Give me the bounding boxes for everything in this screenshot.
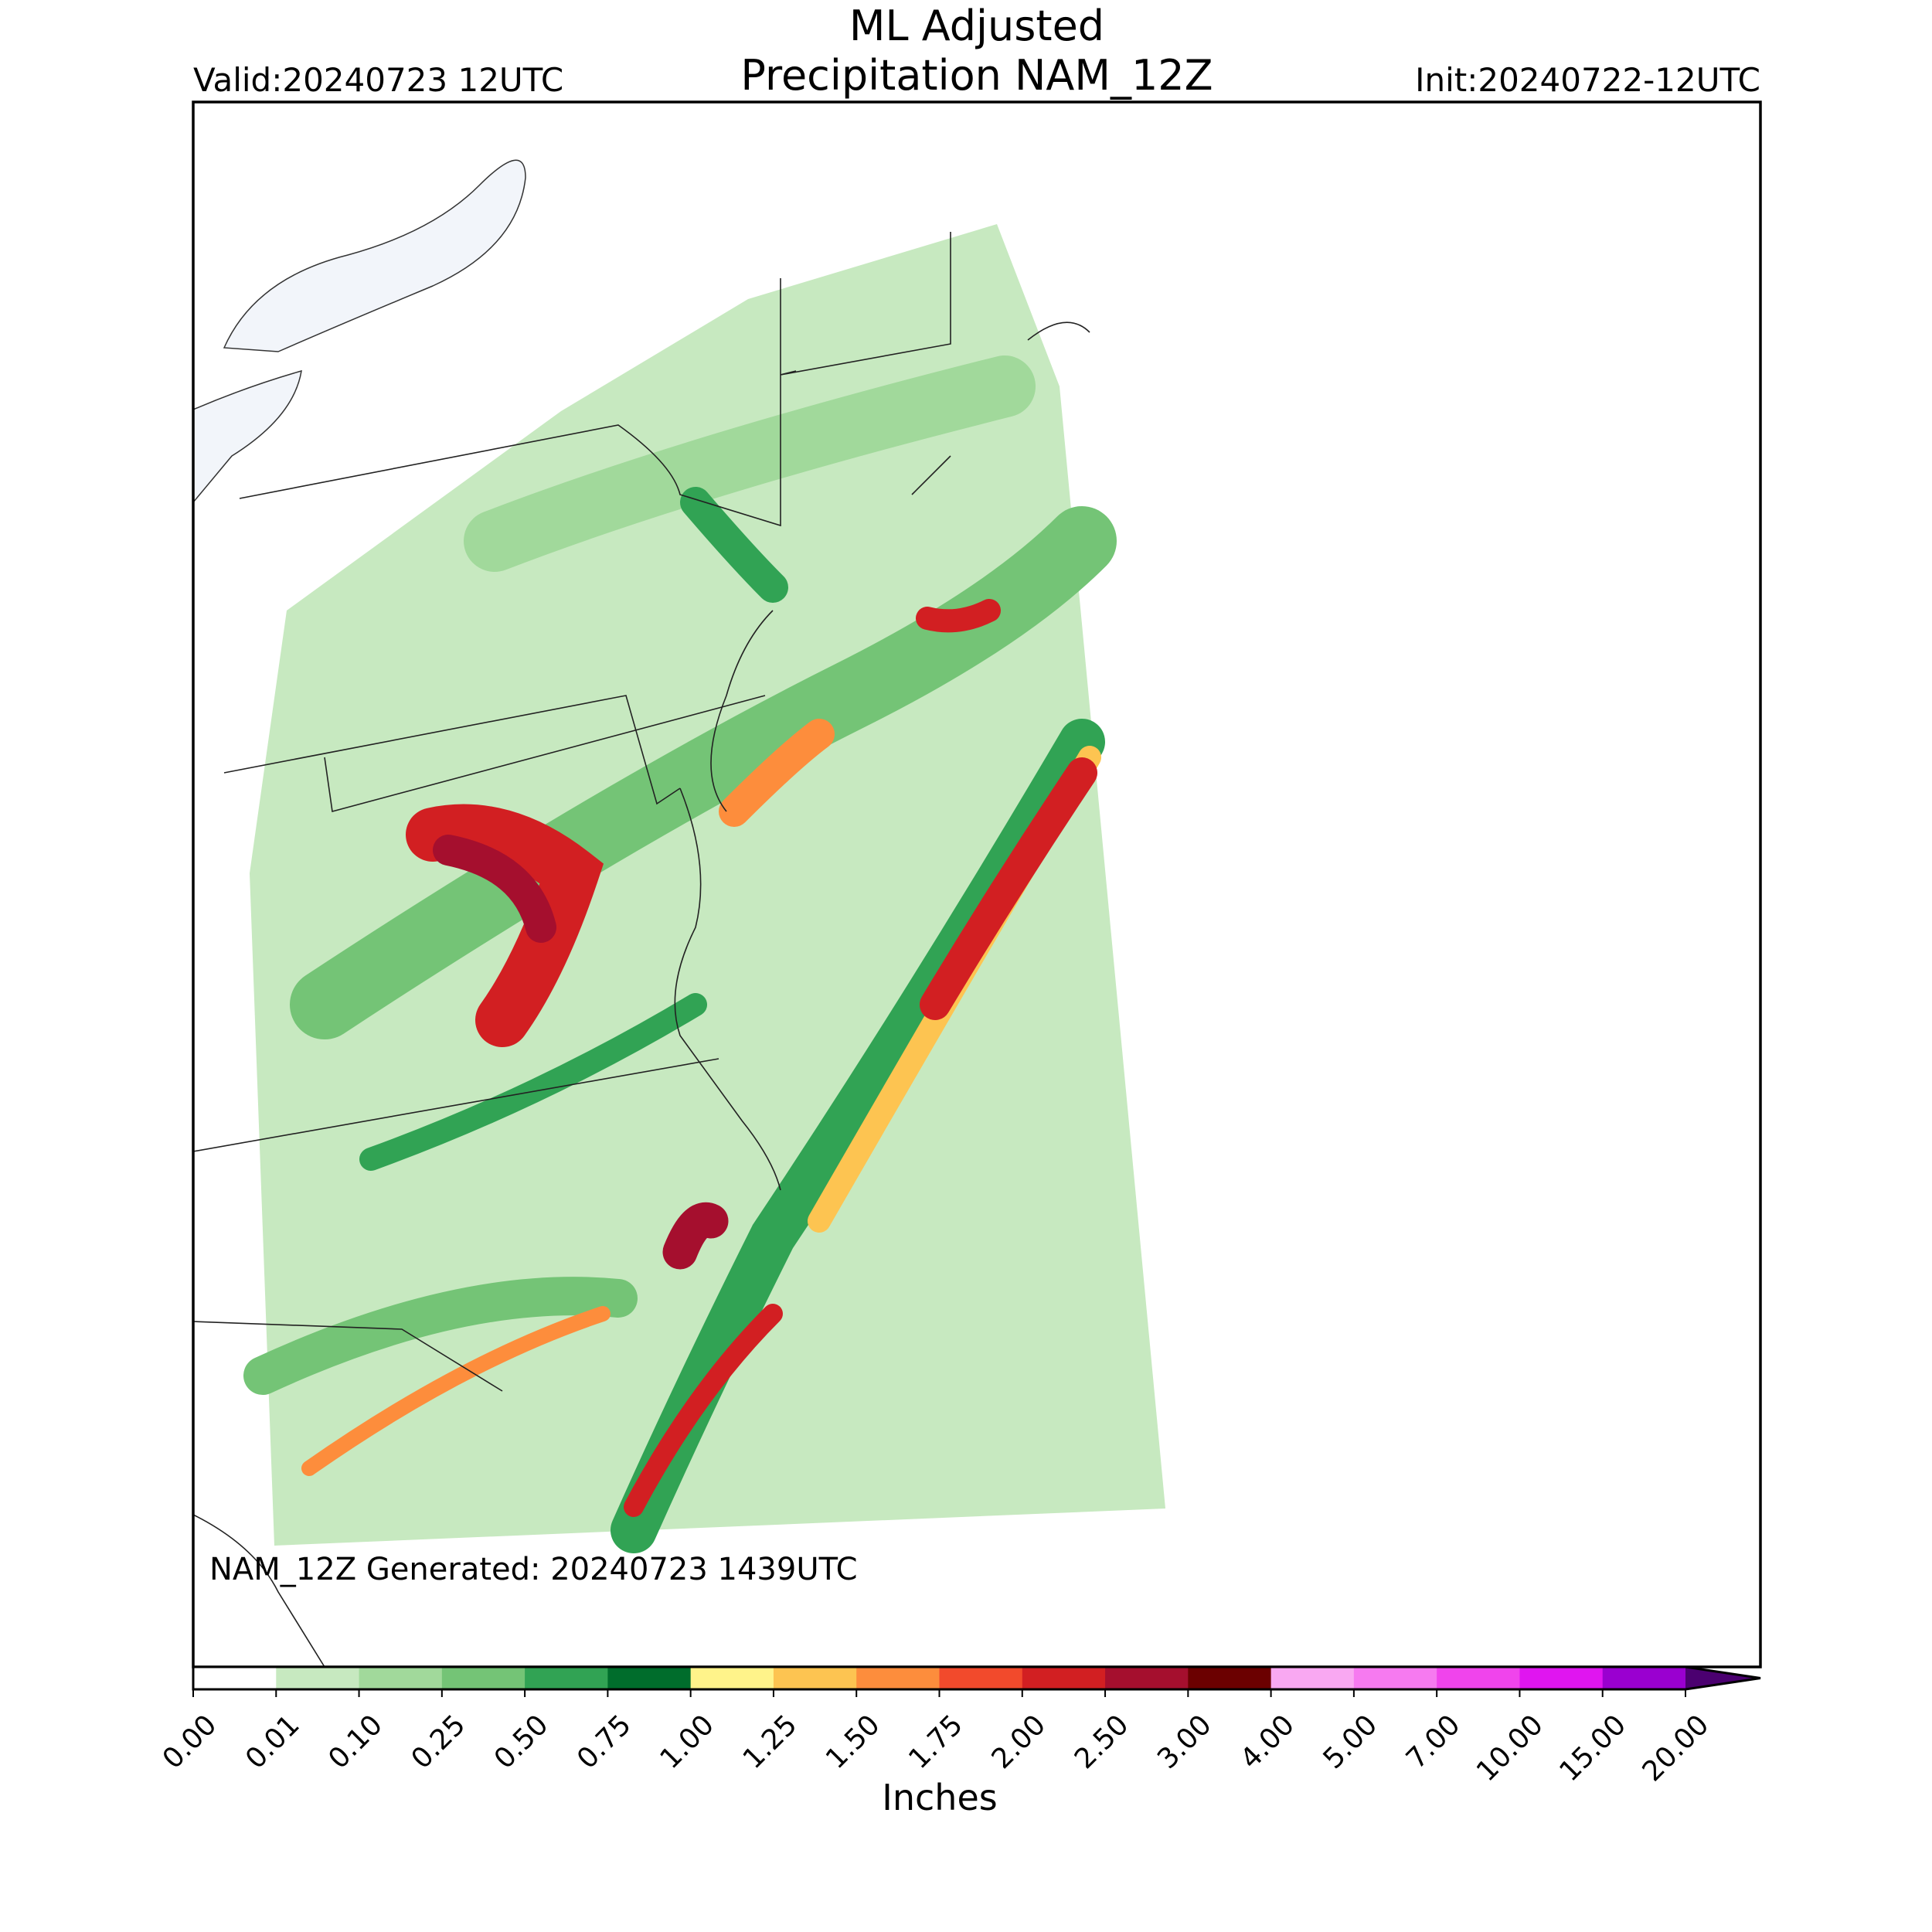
colorbar-tick-label: 15.00 — [1553, 1709, 1632, 1787]
colorbar-box — [1519, 1667, 1604, 1689]
colorbar-box — [607, 1667, 692, 1689]
colorbar-box — [1022, 1667, 1106, 1689]
colorbar-box — [1105, 1667, 1189, 1689]
colorbar-box — [1270, 1667, 1355, 1689]
colorbar-tick-label: 0.00 — [157, 1709, 223, 1775]
colorbar-box — [1437, 1667, 1520, 1689]
colorbar-tick-label: 0.50 — [488, 1709, 555, 1775]
init-time: Init:20240722-12UTC — [1415, 61, 1760, 99]
boundaries — [193, 232, 1090, 1667]
colorbar-tick-label: 0.10 — [322, 1709, 389, 1775]
colorbar-box — [1188, 1667, 1272, 1689]
colorbar-tick-label: 5.00 — [1318, 1709, 1384, 1775]
colorbar-box — [690, 1667, 774, 1689]
valid-time: Valid:20240723 12UTC — [193, 61, 563, 99]
colorbar-label: Inches — [882, 1777, 997, 1818]
precip-bands — [243, 355, 1117, 1553]
map: NAM_12Z Generated: 20240723 1439UTC — [192, 100, 1762, 1668]
colorbar-tick-label: 1.50 — [820, 1709, 886, 1775]
colorbar-box — [773, 1667, 857, 1689]
colorbar-tick-label: 1.25 — [737, 1709, 804, 1775]
colorbar-tick-label: 0.25 — [406, 1709, 472, 1775]
colorbar-tick-label: 2.50 — [1069, 1709, 1135, 1775]
colorbar-box — [276, 1667, 360, 1689]
colorbar-box — [359, 1667, 443, 1689]
colorbar-box — [1602, 1667, 1686, 1689]
colorbar-tick-label: 1.00 — [654, 1709, 720, 1775]
colorbar-box — [525, 1667, 608, 1689]
colorbar-box — [193, 1667, 277, 1689]
colorbar-outline — [192, 1665, 1761, 1691]
colorbar-box — [939, 1667, 1023, 1689]
colorbar-tick-label: 7.00 — [1400, 1709, 1467, 1775]
colorbar-tick-label: 3.00 — [1151, 1709, 1218, 1775]
colorbar-tick-label: 0.01 — [240, 1709, 306, 1775]
colorbar-tick-label: 10.00 — [1471, 1709, 1549, 1787]
lake — [193, 369, 302, 504]
generated-note: NAM_12Z Generated: 20240723 1439UTC — [209, 1552, 858, 1587]
colorbar-tick-label: 0.75 — [571, 1709, 638, 1775]
colorbar-tick-label: 4.00 — [1234, 1709, 1301, 1775]
colorbar-box — [441, 1667, 526, 1689]
colorbar-box — [856, 1667, 940, 1689]
title-line: Precipitation NAM_12Z — [740, 51, 1213, 100]
colorbar-tick-label: 20.00 — [1637, 1709, 1716, 1787]
lake — [223, 159, 526, 352]
colorbar: 0.00 0.01 0.10 0.25 0.50 0.75 1.00 1.25 1.50 1.75… — [157, 1665, 1761, 1787]
title-line: ML Adjusted — [849, 2, 1104, 50]
colorbar-tick-label: 1.75 — [903, 1709, 969, 1775]
colorbar-extend — [1685, 1667, 1760, 1689]
colorbar-tick-label: 2.00 — [986, 1709, 1053, 1775]
colorbar-box — [1353, 1667, 1437, 1689]
